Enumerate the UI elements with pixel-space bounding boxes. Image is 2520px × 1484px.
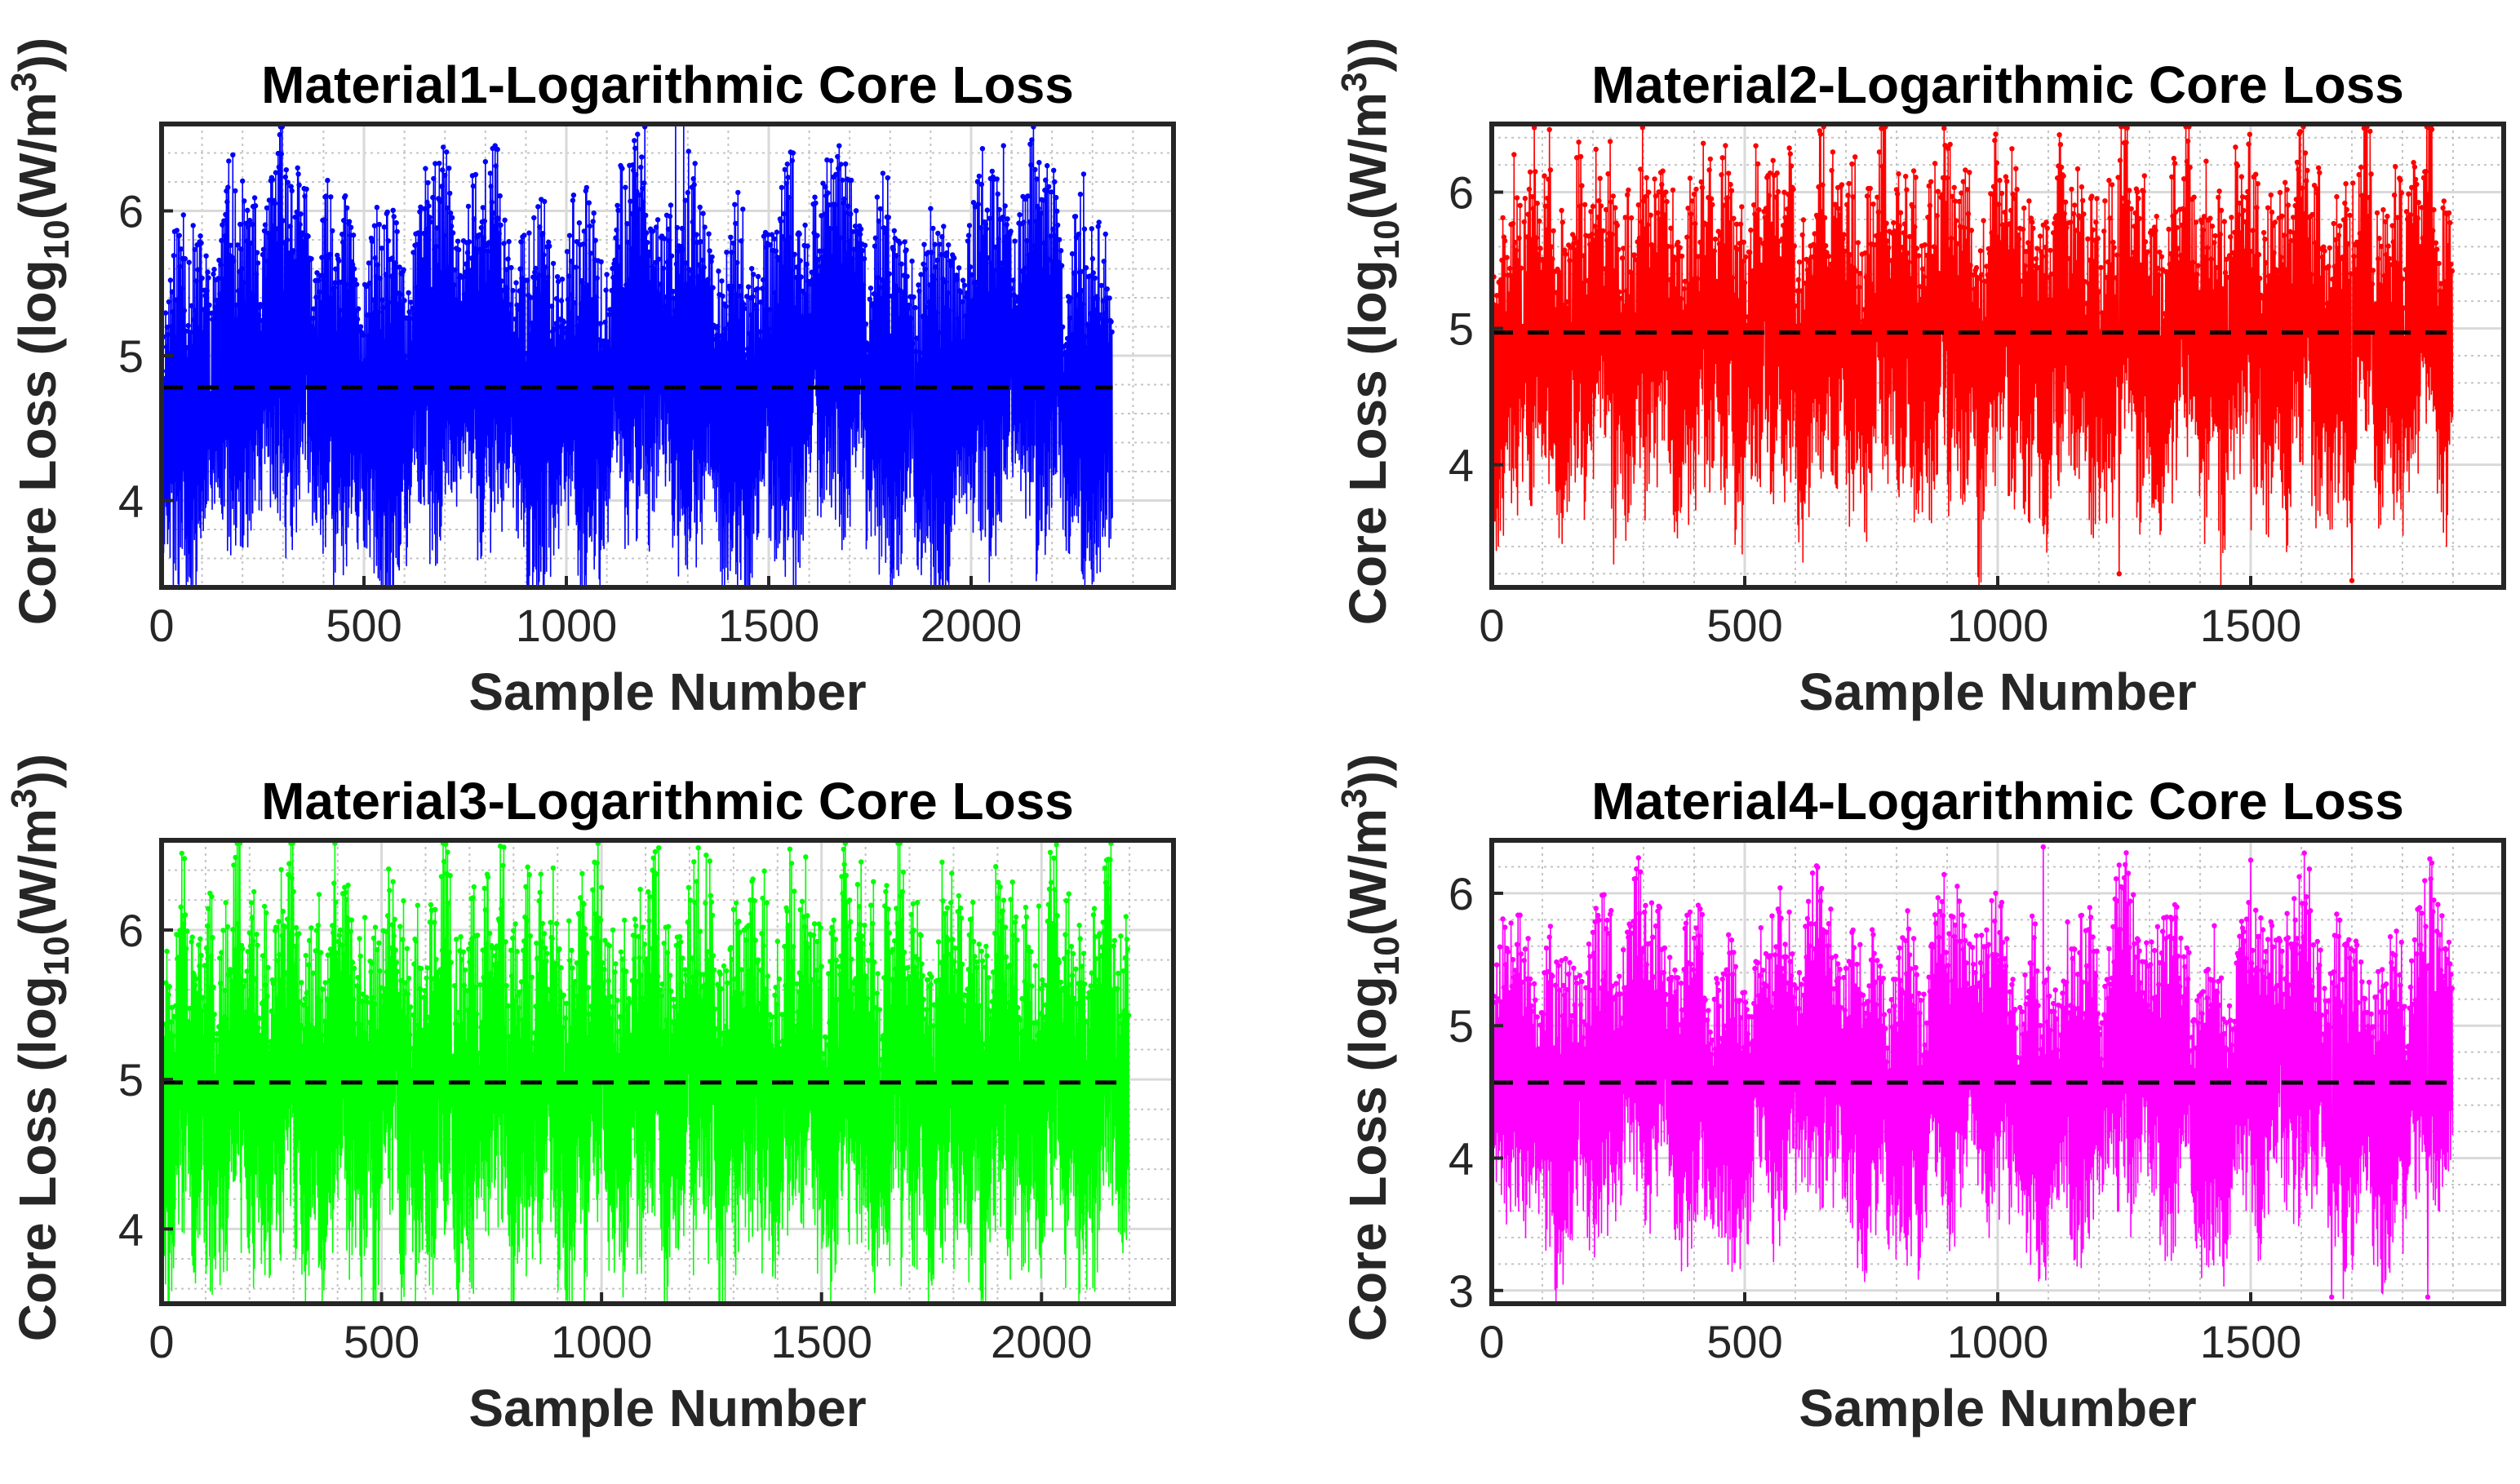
chart-2-xtick-label: 1500 [2200, 600, 2302, 651]
chart-2-ytick-label: 5 [1449, 303, 1474, 355]
chart-2-ylabel-part: (W/m [1338, 92, 1397, 219]
chart-2-ytick-label: 6 [1449, 167, 1474, 219]
chart-2-ylabel-part: 10 [1367, 219, 1407, 259]
chart-3-series-markers [162, 840, 1132, 1087]
chart-1-ylabel-part: (W/m [8, 92, 67, 219]
chart-3-ylabel-part: 10 [37, 936, 77, 976]
chart-3-ylabel-part: (W/m [8, 808, 67, 936]
chart-3-xtick-label: 500 [344, 1316, 419, 1367]
chart-1-ylabel: Core Loss (log10(W/m3)) [4, 38, 77, 626]
chart-3-series-line [162, 842, 1130, 1302]
chart-1-title: Material1-Logarithmic Core Loss [261, 55, 1074, 114]
chart-3-ytick-label: 4 [118, 1203, 144, 1255]
chart-2-xtick-label: 1000 [1947, 600, 2049, 651]
chart-4-series-markers [1492, 844, 2455, 1300]
chart-1: 0 500 1000 1500 2000 4 5 6 Material1-Logarithmic… [4, 38, 1176, 721]
chart-1-ylabel-part: 10 [37, 219, 77, 259]
chart-3-ylabel: Core Loss (log10(W/m3)) [4, 754, 77, 1342]
chart-3: 0 500 1000 1500 2000 4 5 6 Material3-Logarithmic… [4, 754, 1176, 1437]
chart-3-ylabel-part: 3 [4, 788, 44, 808]
chart-2: 0 500 1000 1500 4 5 6 Material2-Logarithmic Cor… [1334, 38, 2506, 721]
chart-1-ylabel-part: )) [8, 38, 67, 73]
chart-4-ytick-label: 3 [1449, 1265, 1474, 1317]
chart-4-xtick-label: 1000 [1947, 1316, 2049, 1367]
chart-3-ylabel-part: )) [8, 754, 67, 789]
chart-1-ylabel-part: 3 [4, 72, 44, 91]
chart-3-xtick-label: 0 [149, 1316, 174, 1367]
chart-4-ytick-label: 5 [1449, 1000, 1474, 1052]
chart-4-ylabel-part: (W/m [1338, 808, 1397, 936]
chart-3-ytick-label: 5 [118, 1054, 144, 1105]
chart-3-xlabel: Sample Number [468, 1379, 866, 1437]
chart-1-ytick-label: 5 [118, 330, 144, 382]
chart-4-ylabel-part: 3 [1334, 788, 1374, 808]
chart-2-ylabel-part: Core Loss (log [1338, 259, 1397, 625]
chart-4-ylabel-part: )) [1338, 754, 1397, 789]
chart-3-title: Material3-Logarithmic Core Loss [261, 772, 1074, 831]
chart-1-xtick-label: 0 [149, 600, 174, 651]
chart-1-xtick-label: 1000 [516, 600, 618, 651]
chart-2-title: Material2-Logarithmic Core Loss [1591, 55, 2404, 114]
chart-1-xtick-label: 500 [326, 600, 402, 651]
chart-2-ylabel-part: )) [1338, 38, 1397, 73]
chart-4-ylabel: Core Loss (log10(W/m3)) [1334, 754, 1407, 1342]
chart-4-xtick-label: 1500 [2200, 1316, 2302, 1367]
chart-4-title: Material4-Logarithmic Core Loss [1591, 772, 2404, 831]
chart-2-series-line [1492, 126, 2454, 586]
chart-2-ylabel-part: 3 [1334, 72, 1374, 91]
chart-4-ytick-label: 6 [1449, 868, 1474, 919]
chart-1-ytick-label: 6 [118, 186, 144, 237]
chart-3-xtick-label: 1500 [770, 1316, 872, 1367]
chart-2-xtick-label: 0 [1479, 600, 1504, 651]
chart-1-xtick-label: 1500 [718, 600, 820, 651]
chart-3-ylabel-part: Core Loss (log [8, 976, 67, 1341]
chart-3-xtick-label: 2000 [991, 1316, 1093, 1367]
chart-2-xtick-label: 500 [1706, 600, 1782, 651]
chart-1-xlabel: Sample Number [468, 662, 866, 721]
chart-1-series-markers [162, 124, 1115, 397]
chart-1-xtick-label: 2000 [921, 600, 1023, 651]
chart-3-ytick-label: 6 [118, 905, 144, 956]
chart-2-ytick-label: 4 [1449, 440, 1474, 491]
chart-4: 0 500 1000 1500 3 4 5 6 Material4-Logarithmic Co… [1334, 754, 2506, 1437]
chart-1-ytick-label: 4 [118, 476, 144, 527]
chart-4-ytick-label: 4 [1449, 1132, 1474, 1184]
chart-4-xtick-label: 0 [1479, 1316, 1504, 1367]
chart-4-ylabel-part: Core Loss (log [1338, 976, 1397, 1341]
chart-3-xtick-label: 1000 [551, 1316, 653, 1367]
chart-1-series-line [162, 124, 1113, 586]
chart-4-xtick-label: 500 [1706, 1316, 1782, 1367]
chart-4-series-line [1492, 846, 2454, 1302]
chart-4-ylabel-part: 10 [1367, 936, 1407, 976]
chart-2-xlabel: Sample Number [1799, 662, 2196, 721]
chart-4-xlabel: Sample Number [1799, 1379, 2196, 1437]
chart-2-series-markers [1492, 124, 2455, 583]
chart-2-ylabel: Core Loss (log10(W/m3)) [1334, 38, 1407, 626]
chart-1-ylabel-part: Core Loss (log [8, 259, 67, 625]
chart-3-axes-frame [159, 838, 1176, 1306]
